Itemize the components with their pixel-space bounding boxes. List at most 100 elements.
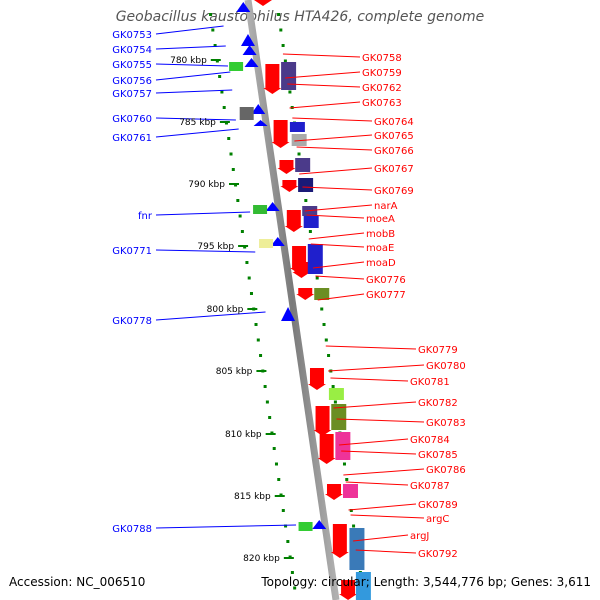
track-dot	[281, 44, 285, 47]
track-dot	[231, 168, 235, 171]
gene-label-right: moeA	[366, 214, 395, 225]
forward-gene-block	[259, 239, 274, 248]
forward-gene-arrow	[251, 104, 266, 114]
track-dot	[304, 199, 308, 202]
right-label-connector	[292, 117, 373, 122]
right-label-connector	[328, 364, 425, 372]
gene-label-left: GK0754	[112, 45, 152, 56]
track-dot	[211, 28, 215, 32]
track-dot	[238, 214, 242, 218]
length-label: Length:	[373, 575, 420, 589]
track-dot	[284, 524, 288, 528]
gene-label-right: GK0786	[426, 465, 466, 476]
reverse-gene-body	[315, 406, 330, 430]
genes-value: 3,611	[556, 575, 591, 589]
gene-block	[295, 158, 311, 172]
reverse-gene-body	[319, 434, 334, 458]
left-label-connector	[155, 45, 226, 50]
track-dot	[277, 478, 281, 481]
reverse-gene-body	[282, 180, 297, 186]
reverse-gene-arrow	[277, 168, 296, 174]
track-dot	[293, 586, 297, 590]
gene-label-right: GK0759	[362, 68, 402, 79]
gene-label-right: GK0766	[374, 146, 414, 157]
track-dot	[263, 385, 267, 388]
reverse-gene-body	[326, 484, 341, 494]
track-dot	[281, 509, 285, 512]
kbp-tick-label: 795 kbp	[197, 242, 234, 252]
left-label-connector	[155, 71, 231, 81]
track-dots	[209, 13, 365, 590]
reverse-gene-arrow	[280, 186, 299, 192]
gene-label-right: GK0792	[418, 549, 458, 560]
reverse-gene-arrow	[307, 384, 326, 390]
gene-block	[335, 432, 351, 460]
track-dot	[315, 276, 319, 280]
track-dot	[268, 416, 272, 419]
track-dot	[227, 137, 231, 140]
track-dot	[283, 59, 287, 63]
gene-label-right: narA	[374, 201, 398, 212]
kbp-tick-label: 790 kbp	[188, 180, 225, 190]
right-label-connector	[308, 232, 365, 240]
track-dot	[240, 230, 244, 233]
right-label-connector	[306, 214, 365, 219]
gene-labels: GK0753 GK0754 GK0755 GK0756 GK0757 GK0760 GK07…	[112, 30, 466, 560]
gene-label-right: GK0764	[374, 117, 414, 128]
track-dot	[286, 540, 290, 543]
gene-block	[314, 288, 330, 300]
right-label-connector	[338, 438, 409, 446]
track-dot	[236, 199, 240, 202]
track-dot	[245, 261, 249, 264]
gene-label-left: GK0757	[112, 89, 152, 100]
gene-label-left: GK0760	[112, 114, 152, 125]
right-label-connector	[289, 101, 361, 109]
reverse-gene-arrow	[292, 272, 311, 278]
right-label-connector	[315, 275, 365, 280]
right-label-connector	[341, 450, 417, 455]
gene-label-right: GK0789	[418, 500, 458, 511]
forward-gene-block	[229, 62, 244, 71]
gene-label-right: GK0782	[418, 398, 458, 409]
left-label-connector	[155, 211, 251, 216]
track-dot	[256, 338, 260, 342]
track-dot	[308, 230, 312, 233]
accession-info: Accession: NC_006510	[9, 575, 145, 589]
kbp-ticks: 780 kbp 785 kbp 790 kbp 795 kbp 800 kbp 805 k…	[170, 56, 294, 564]
track-dot	[274, 462, 278, 466]
track-dot	[297, 152, 301, 156]
right-label-connector	[296, 146, 373, 151]
gene-features	[229, 0, 371, 600]
gene-label-left: GK0778	[112, 316, 152, 327]
forward-gene-arrow	[240, 34, 255, 46]
right-label-connector	[317, 293, 365, 301]
gene-block	[303, 216, 319, 228]
gene-label-right: GK0767	[374, 164, 414, 175]
right-label-connector	[312, 261, 365, 269]
gene-label-right: argJ	[410, 531, 429, 542]
gene-label-left: GK0753	[112, 30, 152, 41]
left-label-connector	[155, 63, 228, 67]
gene-block	[331, 404, 347, 430]
track-dot	[272, 447, 276, 450]
gene-label-right: GK0763	[362, 98, 402, 109]
forward-gene-arrow	[244, 58, 259, 67]
reverse-gene-body	[341, 580, 356, 594]
accession-label: Accession:	[9, 575, 73, 589]
gene-block	[307, 244, 323, 274]
reverse-gene-body	[265, 64, 280, 88]
right-label-connector	[355, 549, 417, 554]
track-dot	[288, 90, 292, 94]
track-dot	[342, 462, 346, 466]
gene-label-right: GK0762	[362, 83, 402, 94]
track-dot	[333, 400, 337, 404]
right-label-connector	[348, 503, 417, 511]
kbp-tick-label: 815 kbp	[234, 492, 271, 502]
gene-label-right: GK0779	[418, 345, 458, 356]
right-label-connector	[287, 83, 361, 88]
gene-block	[349, 528, 365, 570]
right-label-connector	[333, 401, 417, 409]
track-dot	[279, 28, 283, 32]
